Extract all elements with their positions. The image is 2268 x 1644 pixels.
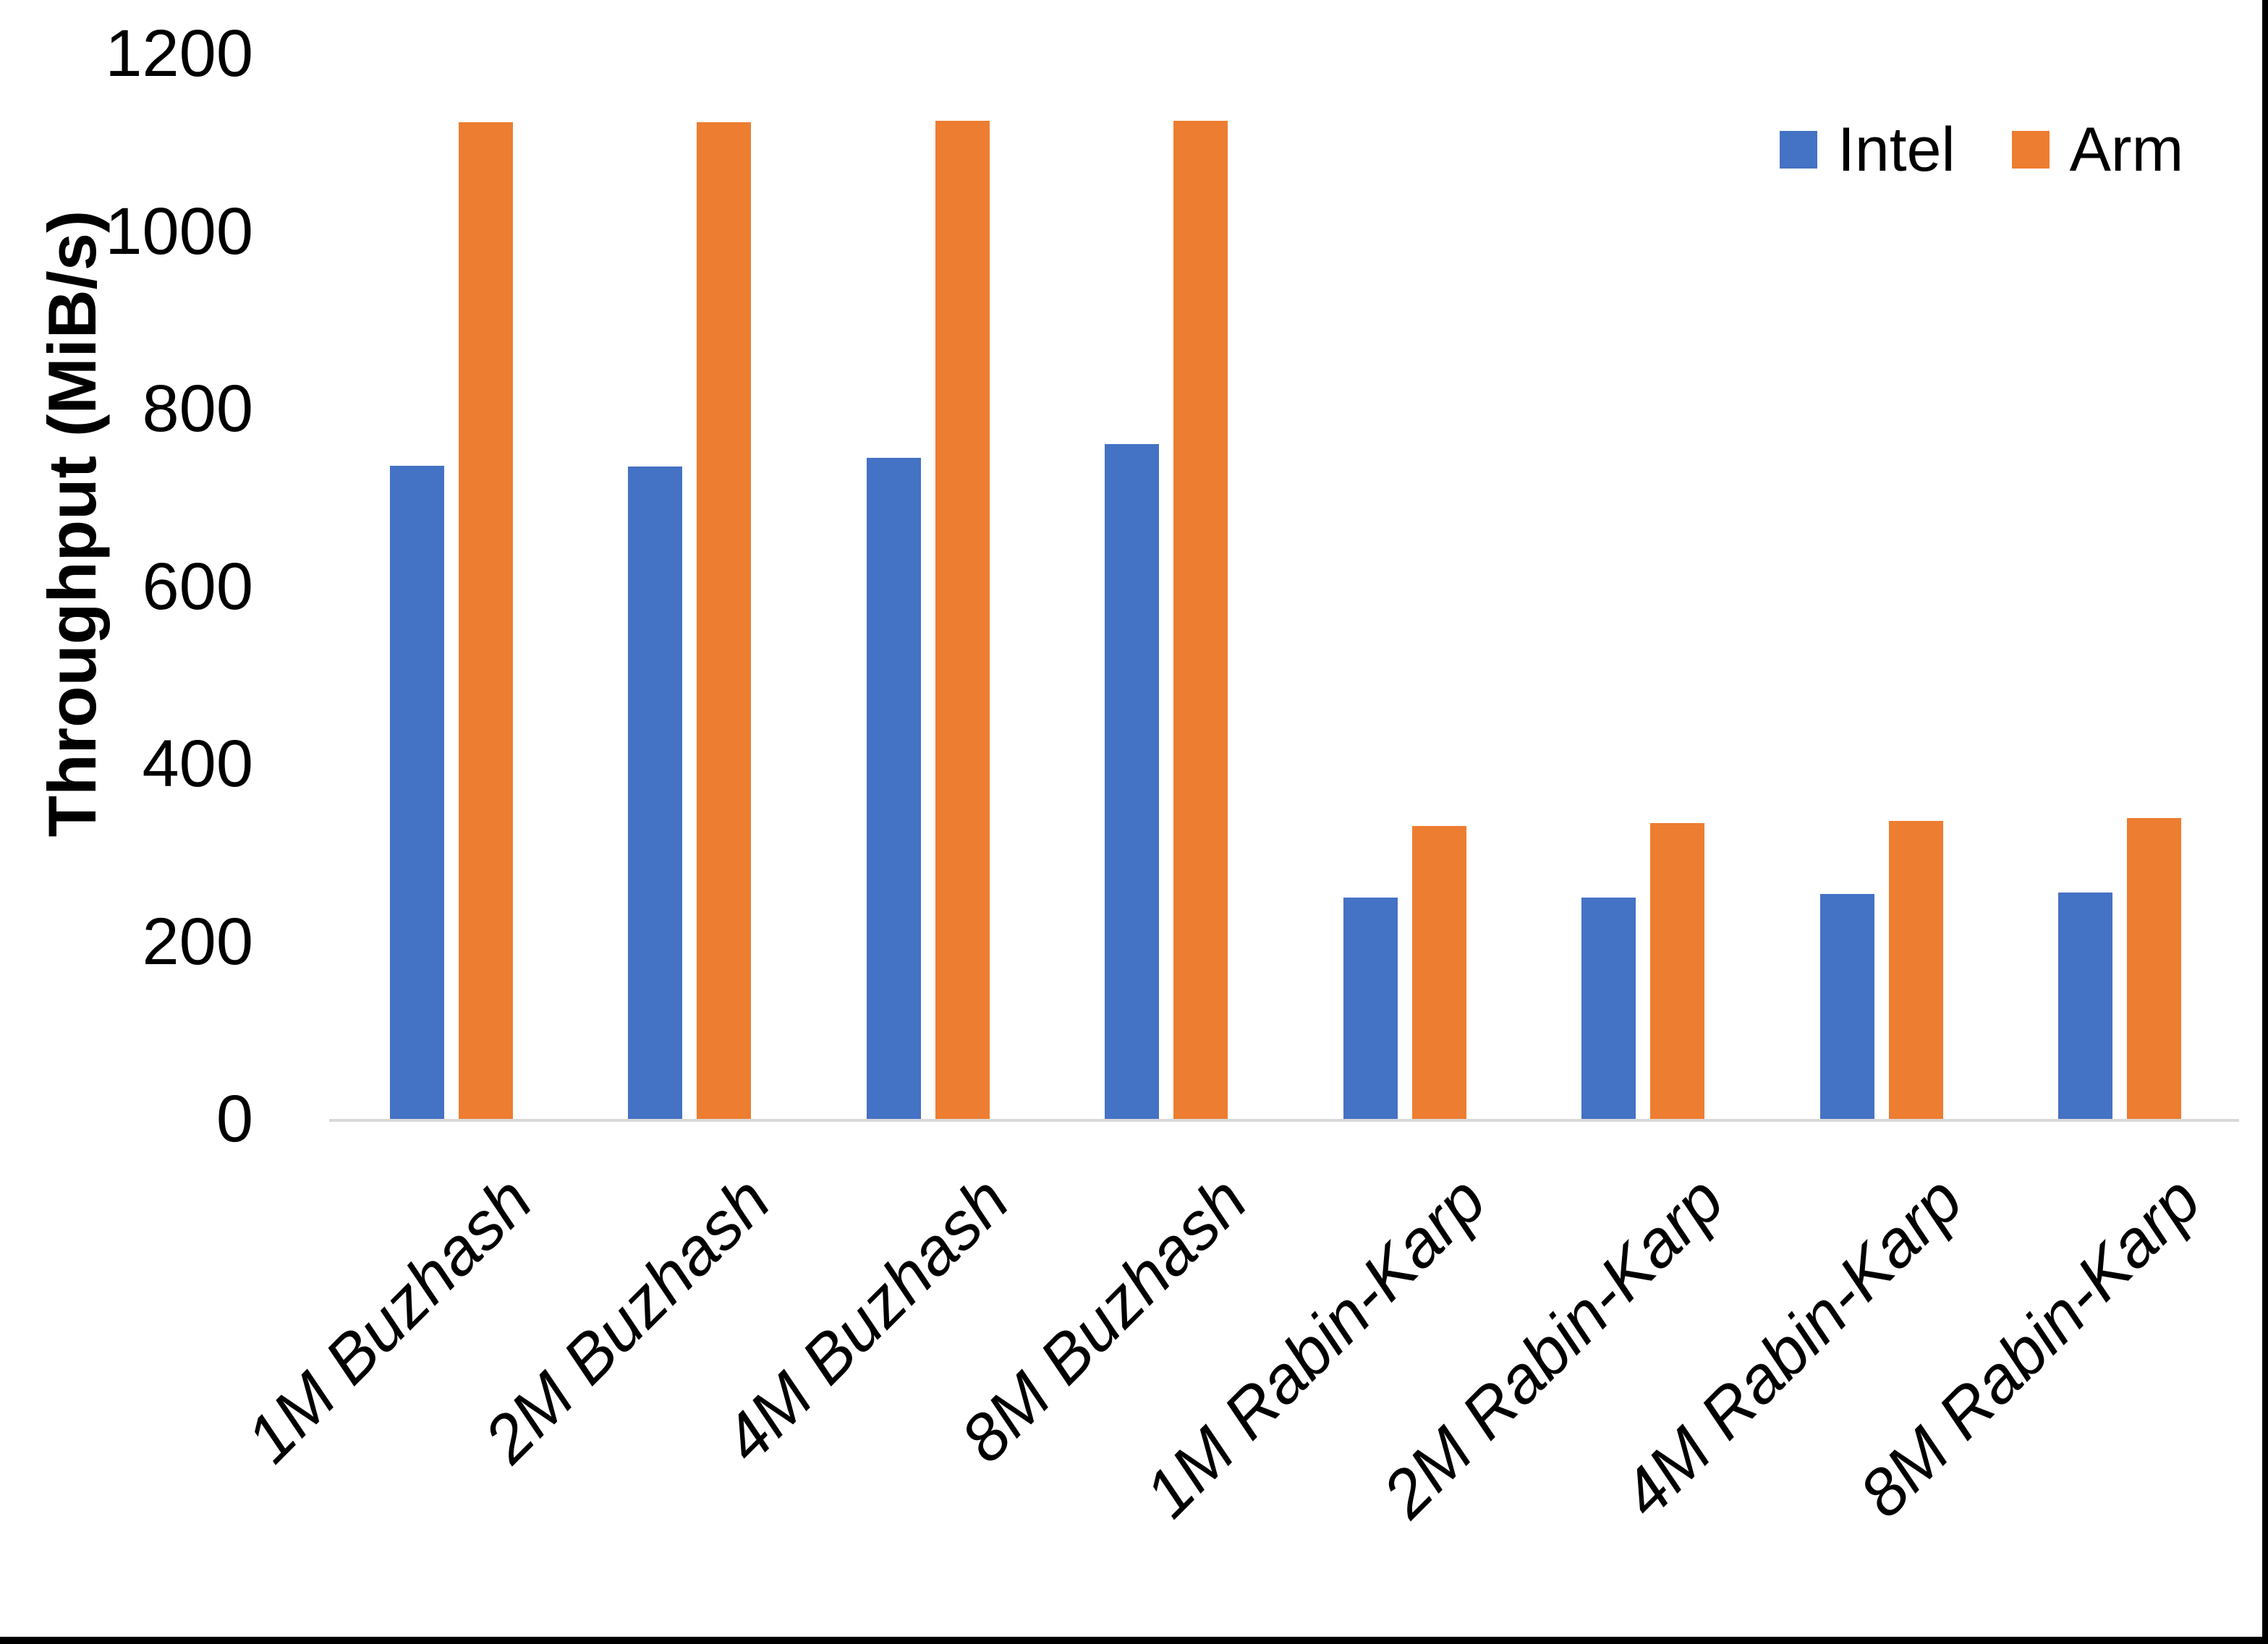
plot-area bbox=[329, 54, 2239, 1122]
y-tick-label: 1200 bbox=[105, 17, 253, 90]
y-tick-label: 1000 bbox=[105, 194, 253, 268]
y-tick-label: 200 bbox=[142, 904, 254, 979]
bar-intel-1 bbox=[390, 466, 444, 1119]
y-tick-label: 800 bbox=[142, 372, 254, 446]
legend-item-intel: Intel bbox=[1780, 110, 1955, 189]
y-tick-label: 400 bbox=[142, 727, 254, 801]
screen-edge-right bbox=[2262, 0, 2268, 1644]
legend-swatch-arm bbox=[2011, 131, 2050, 169]
bar-arm-5 bbox=[1411, 826, 1466, 1119]
bar-group-8 bbox=[2058, 818, 2181, 1119]
category-label-1: 1M Buzhash bbox=[232, 1162, 546, 1477]
bar-arm-4 bbox=[1173, 121, 1228, 1119]
bar-intel-5 bbox=[1343, 898, 1398, 1119]
bar-intel-4 bbox=[1105, 444, 1160, 1119]
bar-group-2 bbox=[628, 122, 752, 1119]
y-tick-label: 600 bbox=[142, 549, 254, 623]
bar-intel-7 bbox=[1819, 894, 1874, 1119]
bar-group-6 bbox=[1581, 823, 1705, 1119]
bar-group-5 bbox=[1343, 826, 1466, 1119]
bar-intel-6 bbox=[1581, 898, 1636, 1119]
bar-arm-1 bbox=[459, 122, 513, 1119]
legend-swatch-intel bbox=[1780, 131, 1817, 169]
bar-group-4 bbox=[1105, 121, 1228, 1119]
bar-group-3 bbox=[866, 121, 990, 1119]
y-tick-label: 0 bbox=[216, 1082, 253, 1156]
bar-arm-7 bbox=[1888, 821, 1943, 1119]
bar-arm-2 bbox=[697, 122, 752, 1119]
legend-label-arm: Arm bbox=[2069, 115, 2184, 184]
bar-arm-6 bbox=[1650, 823, 1705, 1119]
legend: Intel Arm bbox=[1780, 110, 2183, 189]
screen-edge-bottom bbox=[0, 1637, 2268, 1644]
bar-group-1 bbox=[390, 122, 513, 1119]
bar-arm-3 bbox=[935, 121, 990, 1119]
bar-group-7 bbox=[1819, 821, 1943, 1119]
bar-arm-8 bbox=[2127, 818, 2181, 1119]
legend-label-intel: Intel bbox=[1838, 115, 1955, 184]
bar-intel-2 bbox=[628, 467, 683, 1119]
legend-item-arm: Arm bbox=[2011, 110, 2184, 189]
bar-intel-8 bbox=[2058, 893, 2112, 1119]
bar-intel-3 bbox=[866, 458, 921, 1119]
